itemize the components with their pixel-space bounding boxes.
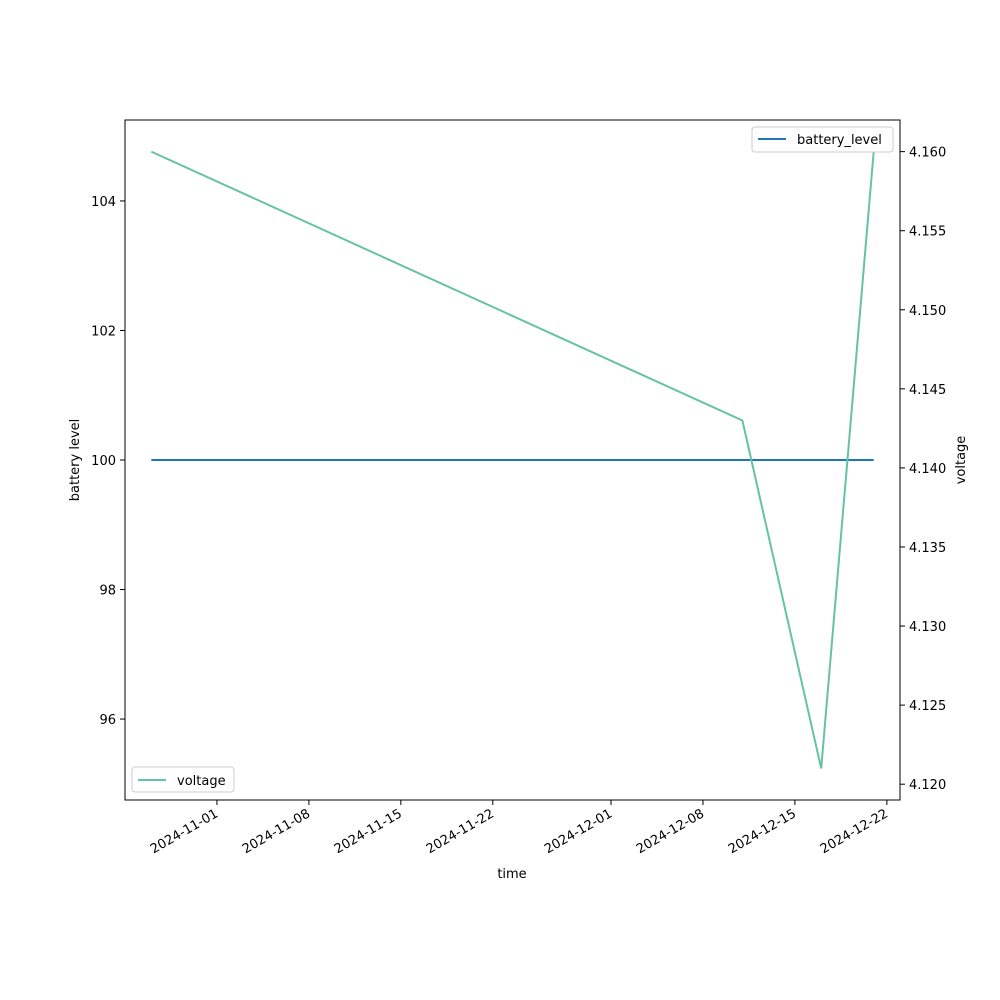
legend-battery-level-label: battery_level: [797, 133, 882, 148]
y-left-tick-label: 102: [91, 324, 116, 339]
series-line-voltage: [150, 150, 875, 769]
x-tick-label: 2024-11-08: [240, 806, 313, 857]
x-tick-label: 2024-11-15: [332, 806, 405, 857]
legend-voltage-label: voltage: [177, 774, 226, 789]
y-axis-right: 4.120 4.125 4.130 4.135 4.140 4.145 4.150 4.155…: [900, 146, 946, 793]
x-axis: 2024-11-01 2024-11-08 2024-11-15 2024-11-22…: [148, 800, 891, 857]
y-axis-right-label: voltage: [954, 436, 969, 485]
y-right-tick-label: 4.135: [909, 541, 946, 556]
y-right-tick-label: 4.140: [909, 462, 946, 477]
x-axis-label: time: [497, 867, 526, 882]
y-right-tick-label: 4.120: [909, 778, 946, 793]
y-right-tick-label: 4.130: [909, 620, 946, 635]
y-left-tick-label: 98: [99, 584, 116, 599]
y-left-tick-label: 96: [99, 713, 116, 728]
y-left-tick-label: 100: [91, 454, 116, 469]
x-tick-label: 2024-11-22: [424, 806, 497, 857]
legend-voltage: voltage: [131, 766, 235, 793]
x-tick-label: 2024-11-01: [148, 806, 221, 857]
series-layer: [150, 150, 875, 769]
x-tick-label: 2024-12-08: [634, 806, 707, 857]
legend-battery-level-box: [751, 126, 894, 153]
y-axis-left-label: battery level: [68, 419, 83, 502]
y-right-tick-label: 4.160: [909, 146, 946, 161]
y-right-tick-label: 4.125: [909, 699, 946, 714]
y-right-tick-label: 4.145: [909, 383, 946, 398]
y-right-tick-label: 4.155: [909, 225, 946, 240]
legend-voltage-box: [131, 766, 235, 793]
legend-battery-level: battery_level: [751, 126, 894, 153]
x-tick-label: 2024-12-01: [542, 806, 615, 857]
x-tick-label: 2024-12-22: [818, 806, 891, 857]
y-left-tick-label: 104: [91, 195, 116, 210]
y-right-tick-label: 4.150: [909, 304, 946, 319]
x-tick-label: 2024-12-15: [726, 806, 799, 857]
y-axis-left: 96 98 100 102 104: [91, 195, 125, 728]
